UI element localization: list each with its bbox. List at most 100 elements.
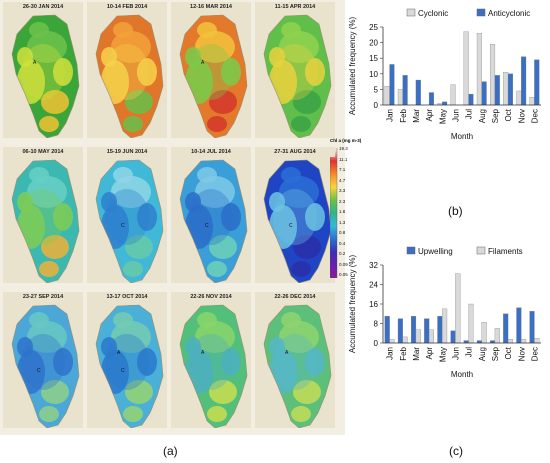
y-tick-label: 25 <box>369 23 378 32</box>
map-image: A <box>263 304 332 428</box>
chl-pattern <box>101 312 157 422</box>
bar-anticyclonic <box>428 92 434 106</box>
bar-filaments <box>494 328 500 344</box>
colorbar-tick: 0.09 <box>339 261 348 267</box>
bar-upwelling <box>503 313 509 344</box>
colorbar-title: Chl a (mg m-3) <box>330 138 361 143</box>
bar-anticyclonic <box>442 101 448 106</box>
bar-filaments <box>428 329 434 344</box>
x-tick-label: Apr <box>425 109 434 122</box>
panel-label-a: (a) <box>163 444 178 458</box>
map-image: C <box>263 159 332 283</box>
map-image: A <box>179 14 248 138</box>
y-tick-label: 10 <box>369 70 378 79</box>
colorbar-tick: 11.1 <box>339 156 348 162</box>
bar-cyclonic <box>397 89 403 106</box>
x-tick-label: Mar <box>412 347 421 361</box>
colorbar <box>330 148 338 278</box>
x-tick-label: Jul <box>465 109 474 119</box>
x-tick-label: Dec <box>530 109 539 123</box>
eddy-letter-a: A <box>201 350 205 356</box>
colorbar-tick: 1.3 <box>339 219 346 225</box>
legend-swatch <box>406 8 416 17</box>
bar-upwelling <box>411 316 417 344</box>
x-tick-label: Oct <box>504 108 513 121</box>
map-image: A <box>179 304 248 428</box>
bar-filaments <box>389 339 395 344</box>
map-tile-date: 13-17 OCT 2014 <box>87 292 167 302</box>
colorbar-tick: 0.2 <box>339 251 346 256</box>
map-tile-date: 27-31 AUG 2014 <box>255 147 335 157</box>
y-tick-label: 24 <box>369 281 378 290</box>
chl-map-grid: 26-30 JAN 2014 A 10-14 FEB 2014 12-16 MAR 2… <box>0 0 345 435</box>
map-tile: 23-27 SEP 2014 C <box>3 292 83 428</box>
map-tile-date: 15-19 JUN 2014 <box>87 147 167 157</box>
colorbar-tick: 2.3 <box>339 198 346 204</box>
colorbar-unit: (mg m-3) <box>342 138 362 143</box>
legend-label: Upwelling <box>418 247 453 256</box>
map-tile: 26-30 JAN 2014 A <box>3 2 83 138</box>
map-tile-date: 22-26 DEC 2014 <box>255 292 335 302</box>
eddy-letter-c: C <box>121 223 125 229</box>
y-tick-label: 5 <box>374 85 379 94</box>
colorbar-tick: 7.1 <box>339 167 346 172</box>
legend-swatch <box>476 246 486 255</box>
map-tile-date: 10-14 FEB 2014 <box>87 2 167 12</box>
legend-swatch <box>406 246 416 255</box>
map-tile-date: 10-14 JUL 2014 <box>171 147 251 157</box>
bar-upwelling <box>437 316 443 344</box>
x-tick-label: Aug <box>478 347 487 361</box>
eddy-letter-a: A <box>285 350 289 356</box>
bar-filaments <box>468 303 474 344</box>
x-tick-label: Aug <box>478 109 487 123</box>
bar-filaments <box>402 336 408 344</box>
bar-cyclonic <box>450 84 456 106</box>
y-tick-label: 20 <box>369 39 378 48</box>
legend-label: Filaments <box>488 247 523 256</box>
map-image <box>95 14 164 138</box>
map-image: C <box>11 304 80 428</box>
bar-filaments <box>415 329 421 344</box>
map-tile: 12-16 MAR 2014 A <box>171 2 251 138</box>
bar-anticyclonic <box>389 64 395 106</box>
chart-legend: Cyclonic Anticyclonic <box>406 8 530 18</box>
map-image: A <box>11 14 80 138</box>
bar-upwelling <box>424 318 430 344</box>
chl-pattern <box>185 167 241 277</box>
map-tile: 15-19 JUN 2014 C <box>87 147 167 283</box>
x-tick-label: Jun <box>451 109 460 122</box>
bar-anticyclonic <box>507 73 513 106</box>
y-tick-label: 0 <box>374 101 379 110</box>
map-tile: 10-14 JUL 2014 C <box>171 147 251 283</box>
bar-upwelling <box>450 330 456 344</box>
x-tick-label: Feb <box>399 346 408 360</box>
chl-pattern <box>17 22 73 132</box>
map-image: AC <box>95 304 164 428</box>
x-tick-label: Apr <box>425 347 434 360</box>
x-tick-label: Dec <box>530 347 539 361</box>
map-image <box>263 14 332 138</box>
bar-anticyclonic <box>494 75 500 106</box>
eddy-letter-c: C <box>121 368 125 374</box>
bar-filaments <box>521 339 527 344</box>
bar-anticyclonic <box>468 93 474 106</box>
map-tile-date: 22-26 NOV 2014 <box>171 292 251 302</box>
x-tick-label: Oct <box>504 346 513 359</box>
chl-pattern <box>17 167 73 277</box>
colorbar-tick: 0.4 <box>339 240 346 246</box>
map-tile: 11-15 APR 2014 <box>255 2 335 138</box>
panel-label-b: (b) <box>448 204 463 218</box>
colorbar-tick: 0.05 <box>339 272 348 277</box>
map-tile-date: 12-16 MAR 2014 <box>171 2 251 12</box>
x-tick-label: Mar <box>412 109 421 123</box>
map-tile-date: 11-15 APR 2014 <box>255 2 335 12</box>
bar-upwelling <box>529 311 535 344</box>
map-image: C <box>95 159 164 283</box>
eddy-letter-c: C <box>289 223 293 229</box>
bar-filaments <box>507 339 513 344</box>
x-tick-label: Jun <box>451 347 460 360</box>
map-tile-date: 26-30 JAN 2014 <box>3 2 83 12</box>
bar-cyclonic <box>476 33 482 106</box>
colorbar-tick: 3.3 <box>339 188 346 193</box>
colorbar-tick: 0.8 <box>339 230 346 235</box>
